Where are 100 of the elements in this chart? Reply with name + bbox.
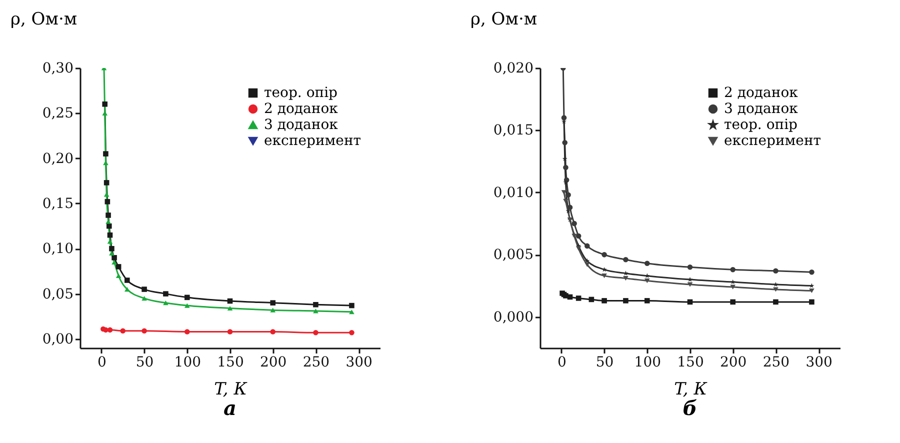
point [561,115,567,120]
point [112,255,117,260]
point [730,284,736,290]
point [270,308,276,312]
point [313,330,318,336]
point [116,264,122,270]
point [563,164,568,170]
point [349,330,354,336]
point [184,329,190,334]
legend-label: 2 доданок [264,101,338,117]
point [566,208,571,214]
point [584,243,590,249]
point [623,276,628,281]
point [313,302,318,308]
point [687,282,693,287]
point [567,204,573,210]
point [602,298,607,304]
point [773,268,778,274]
y-axis-title: ρ, Ом·м [470,10,538,30]
point [602,252,607,258]
legend-label: експеримент [724,133,822,149]
y-axis-title: ρ, Ом·м [10,10,78,30]
point [809,299,814,305]
x-tick-label: 0 [557,354,566,370]
point [572,220,577,226]
point [270,300,276,306]
point [103,160,108,166]
point [163,300,168,306]
y-tick-label: 0,015 [493,122,534,139]
point [142,296,147,301]
y-tick-label: 0,000 [493,309,534,326]
point [730,279,736,284]
point [687,264,693,270]
point [102,101,108,107]
x-tick-label: 150 [217,354,244,370]
point [109,250,114,256]
y-tick-label: 0,05 [42,286,74,302]
x-tick-label: 150 [677,354,704,370]
x-tick-label: 250 [302,354,330,370]
point [563,180,568,185]
y-tick-label: 0,020 [493,60,534,76]
point [563,198,568,204]
point [104,180,110,186]
y-tick-label: 0,20 [42,150,74,167]
point [687,276,693,282]
point [227,306,233,311]
point [644,298,650,304]
point [184,303,190,308]
point [106,212,111,218]
legend-label: експеримент [264,133,362,149]
point [112,260,117,264]
y-tick-label: 0,30 [42,60,74,76]
point [103,151,108,156]
x-tick-label: 50 [136,354,154,370]
x-tick-label: 250 [762,354,790,370]
legend-label: теор. опір [724,117,798,133]
point [566,192,571,198]
point [730,299,736,305]
point [124,278,130,283]
x-tick-label: 0 [97,354,106,370]
x-tick-label: 50 [596,354,614,370]
point [116,273,122,278]
x-tick-label: 300 [806,354,832,370]
point [184,294,190,300]
y-tick-label: 0,25 [42,106,74,122]
point [623,298,628,304]
y-tick-label: 0,010 [493,184,534,201]
point [109,246,114,252]
point [562,140,568,146]
x-tick-label: 300 [346,354,372,370]
legend-label: теор. опір [264,85,338,101]
point [349,310,354,314]
point [107,327,113,333]
x-tick-label: 100 [634,354,662,370]
point [142,286,147,292]
legend-label: 3 доданок [724,101,798,117]
point [120,328,126,334]
point [104,199,110,204]
legend-label: 3 доданок [264,117,338,133]
point [576,296,582,301]
point [270,329,276,334]
point [106,223,112,229]
y-tick-label: 0,15 [42,196,74,212]
point [349,302,354,308]
point [773,287,778,292]
point [227,329,233,334]
point [773,282,778,287]
point [623,257,628,262]
point [809,288,814,294]
y-tick-label: 0,00 [42,331,74,348]
point [142,328,147,334]
point [313,308,318,314]
point [773,299,778,305]
point [576,246,582,251]
point [584,262,590,267]
x-tick-label: 200 [720,354,747,370]
y-tick-label: 0,10 [42,241,74,258]
point [809,269,814,275]
x-tick-label: 200 [260,354,287,370]
point [730,266,736,272]
